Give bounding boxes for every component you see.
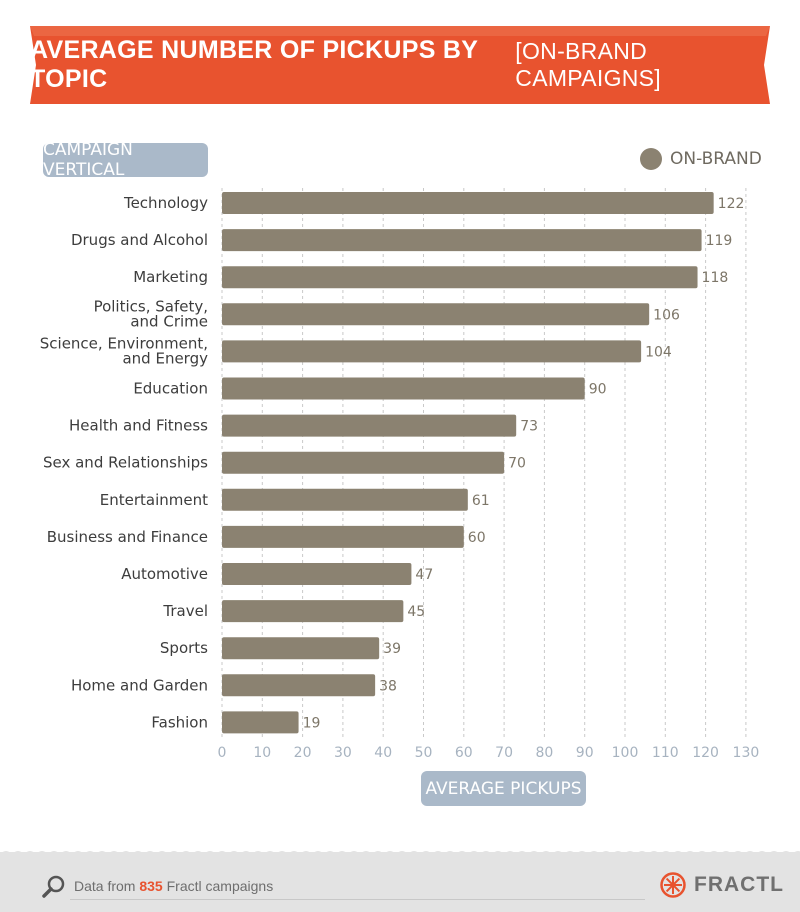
x-tick-label: 120 bbox=[692, 745, 719, 761]
footer-text: Data from 835 Fractl campaigns bbox=[74, 878, 273, 894]
data-label: 119 bbox=[706, 233, 733, 249]
bar bbox=[222, 340, 642, 363]
bar bbox=[222, 637, 380, 660]
brand: FRACTL bbox=[660, 872, 784, 898]
x-tick-label: 80 bbox=[535, 745, 553, 761]
category-label: Fashion bbox=[151, 713, 208, 731]
y-axis-label: CAMPAIGN VERTICAL bbox=[43, 140, 208, 180]
data-label: 106 bbox=[653, 307, 680, 323]
tick-layer: 0 10 20 30 40 50 60 70 80 90 100 110 120 130 bbox=[218, 745, 760, 761]
category-label: Health and Fitness bbox=[69, 417, 208, 435]
category-label: Business and Finance bbox=[47, 528, 208, 546]
category-label: Sports bbox=[160, 639, 208, 657]
fractl-logo-icon bbox=[660, 872, 686, 898]
banner-ribbon bbox=[30, 26, 770, 104]
bar-layer bbox=[222, 192, 714, 734]
x-tick-label: 100 bbox=[612, 745, 639, 761]
x-tick-label: 30 bbox=[334, 745, 352, 761]
data-label: 118 bbox=[702, 270, 729, 286]
bar bbox=[222, 414, 517, 437]
footer: Data from 835 Fractl campaigns FRACTL bbox=[0, 851, 800, 912]
bar bbox=[222, 303, 650, 326]
x-tick-label: 70 bbox=[495, 745, 513, 761]
bar bbox=[222, 377, 585, 400]
data-label: 104 bbox=[645, 344, 672, 360]
data-label: 45 bbox=[407, 604, 425, 620]
x-tick-label: 60 bbox=[455, 745, 473, 761]
chart-title: AVERAGE NUMBER OF PICKUPS BY TOPIC [ON-B… bbox=[30, 26, 770, 104]
category-label: Education bbox=[133, 380, 208, 398]
legend: ON-BRAND bbox=[640, 148, 762, 170]
bar bbox=[222, 674, 376, 697]
bar bbox=[222, 525, 464, 548]
bar bbox=[222, 711, 299, 734]
bar bbox=[222, 192, 714, 214]
data-label: 47 bbox=[415, 567, 433, 583]
category-label: Sex and Relationships bbox=[43, 454, 208, 472]
chart-title-main: AVERAGE NUMBER OF PICKUPS BY TOPIC bbox=[30, 36, 478, 93]
data-label: 39 bbox=[383, 641, 401, 657]
category-label: Science, Environment, and Energy bbox=[40, 334, 208, 367]
bar bbox=[222, 600, 404, 623]
chart-title-sub: [ON-BRAND CAMPAIGNS] bbox=[515, 38, 662, 91]
data-label: 73 bbox=[520, 419, 538, 435]
bar bbox=[222, 563, 412, 585]
x-tick-label: 40 bbox=[374, 745, 392, 761]
category-label: Drugs and Alcohol bbox=[71, 231, 208, 249]
category-label: Automotive bbox=[121, 565, 208, 583]
bar-chart: 122 Technology 119 Drugs and Alcohol 118 Mark… bbox=[40, 188, 760, 761]
data-label: 122 bbox=[718, 196, 745, 212]
legend-label: ON-BRAND bbox=[670, 149, 762, 169]
x-tick-label: 20 bbox=[294, 745, 312, 761]
bar bbox=[222, 451, 505, 474]
category-label: Home and Garden bbox=[71, 676, 208, 694]
footer-prefix: Data from bbox=[74, 878, 136, 894]
legend-swatch bbox=[640, 148, 662, 170]
footer-source: Data from 835 Fractl campaigns bbox=[42, 874, 273, 898]
bar bbox=[222, 266, 698, 289]
category-label: Marketing bbox=[133, 268, 208, 286]
bar bbox=[222, 488, 468, 511]
x-tick-label: 10 bbox=[253, 745, 271, 761]
x-tick-label: 90 bbox=[576, 745, 594, 761]
footer-suffix: Fractl campaigns bbox=[166, 878, 274, 894]
footer-rule bbox=[70, 899, 645, 900]
data-label: 19 bbox=[303, 715, 321, 731]
scallop-path bbox=[0, 851, 800, 857]
data-label: 70 bbox=[508, 456, 526, 472]
x-tick-label: 130 bbox=[733, 745, 760, 761]
x-axis-label: AVERAGE PICKUPS bbox=[421, 771, 586, 806]
category-label: Technology bbox=[123, 194, 208, 212]
data-label: 90 bbox=[589, 382, 607, 398]
category-label: Entertainment bbox=[100, 491, 208, 509]
data-label: 61 bbox=[472, 493, 490, 509]
footer-scallop bbox=[0, 851, 800, 857]
title-banner: AVERAGE NUMBER OF PICKUPS BY TOPIC [ON-B… bbox=[30, 26, 770, 104]
data-label: 60 bbox=[468, 530, 486, 546]
x-tick-label: 0 bbox=[218, 745, 227, 761]
x-tick-label: 110 bbox=[652, 745, 679, 761]
bar bbox=[222, 229, 702, 252]
category-label: Travel bbox=[162, 602, 208, 620]
magnifier-icon bbox=[42, 875, 65, 898]
footer-count: 835 bbox=[139, 878, 163, 894]
x-tick-label: 50 bbox=[415, 745, 433, 761]
data-label: 38 bbox=[379, 678, 397, 694]
label-layer: 122 Technology 119 Drugs and Alcohol 118 Mark… bbox=[40, 194, 745, 731]
category-label: Politics, Safety, and Crime bbox=[94, 297, 208, 330]
brand-name: FRACTL bbox=[694, 873, 784, 896]
